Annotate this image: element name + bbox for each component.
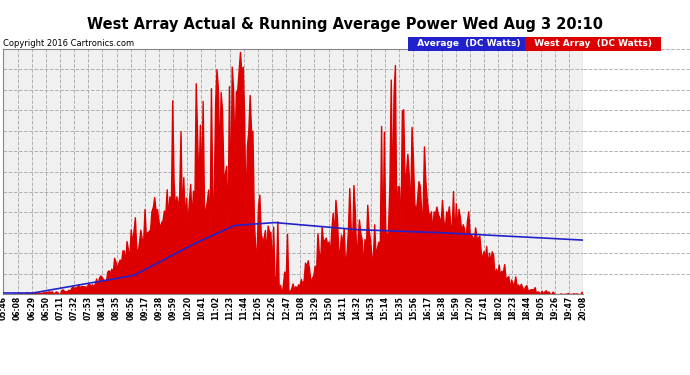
Text: 09:38: 09:38 (155, 296, 164, 320)
Text: 10:20: 10:20 (183, 296, 192, 320)
Text: 12:26: 12:26 (268, 296, 277, 320)
Text: 10:41: 10:41 (197, 296, 206, 320)
Text: 11:02: 11:02 (211, 296, 220, 320)
Text: 19:26: 19:26 (551, 296, 560, 320)
Text: 08:56: 08:56 (126, 296, 135, 320)
Text: 18:23: 18:23 (508, 296, 517, 320)
Text: 14:11: 14:11 (338, 296, 347, 320)
Text: 12:47: 12:47 (282, 296, 290, 320)
Text: 09:17: 09:17 (140, 296, 149, 320)
Text: 06:08: 06:08 (13, 296, 22, 320)
Text: 18:44: 18:44 (522, 296, 531, 320)
Text: West Array Actual & Running Average Power Wed Aug 3 20:10: West Array Actual & Running Average Powe… (87, 17, 603, 32)
Text: 17:20: 17:20 (466, 296, 475, 320)
Text: 13:08: 13:08 (296, 296, 305, 320)
Text: 06:29: 06:29 (27, 296, 36, 320)
Text: Copyright 2016 Cartronics.com: Copyright 2016 Cartronics.com (3, 39, 135, 48)
Text: 16:59: 16:59 (451, 296, 460, 320)
Text: 14:53: 14:53 (366, 296, 375, 320)
Text: 09:59: 09:59 (168, 296, 177, 320)
Text: 08:35: 08:35 (112, 296, 121, 320)
Text: 13:50: 13:50 (324, 296, 333, 320)
Text: West Array  (DC Watts): West Array (DC Watts) (528, 39, 658, 48)
Text: 20:08: 20:08 (578, 296, 588, 320)
Text: 12:05: 12:05 (253, 296, 262, 320)
Text: 11:23: 11:23 (225, 296, 234, 320)
Text: 18:02: 18:02 (494, 296, 503, 320)
Text: 15:35: 15:35 (395, 296, 404, 320)
Text: 15:14: 15:14 (381, 296, 390, 320)
Text: 19:47: 19:47 (564, 296, 573, 320)
Text: 11:44: 11:44 (239, 296, 248, 320)
Text: Average  (DC Watts): Average (DC Watts) (411, 39, 526, 48)
Text: 14:32: 14:32 (353, 296, 362, 320)
Text: 15:56: 15:56 (409, 296, 418, 320)
Text: 16:38: 16:38 (437, 296, 446, 320)
Text: 07:11: 07:11 (55, 296, 64, 320)
Text: 19:05: 19:05 (536, 296, 545, 320)
Text: 07:53: 07:53 (83, 296, 92, 320)
Text: 13:29: 13:29 (310, 296, 319, 320)
Text: 07:32: 07:32 (70, 296, 79, 320)
Text: 05:46: 05:46 (0, 296, 8, 320)
Text: 16:17: 16:17 (423, 296, 432, 320)
Text: 06:50: 06:50 (41, 296, 50, 320)
Text: 17:41: 17:41 (480, 296, 489, 320)
Text: 08:14: 08:14 (98, 296, 107, 320)
